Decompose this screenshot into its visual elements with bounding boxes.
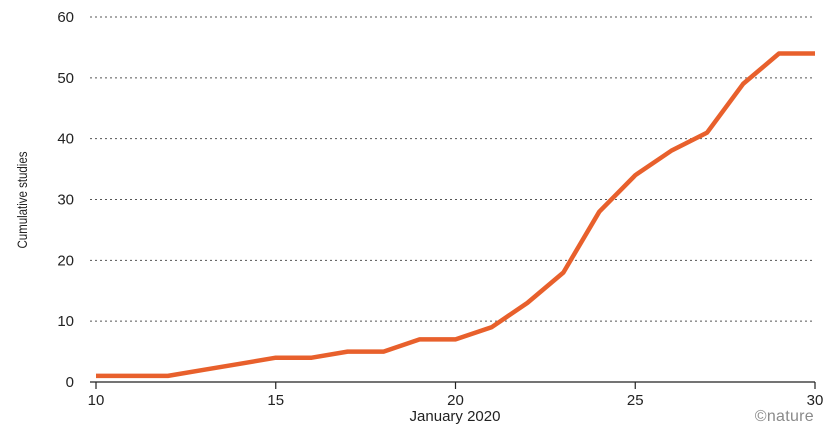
credit-logo: ©nature [755,408,814,425]
y-tick-labels: 0 10 20 30 40 50 60 [57,9,74,391]
y-tick-label: 60 [57,9,74,26]
series-layer [95,51,816,379]
y-tick-label: 0 [66,374,74,391]
x-tick-labels: 10 15 20 25 30 [88,392,824,409]
y-tick-label: 10 [57,313,74,330]
x-tick-label: 25 [627,392,644,409]
x-tick-label: 10 [88,392,105,409]
x-tick-label: 15 [267,392,284,409]
x-tick-label: 30 [807,392,824,409]
x-axis-title: January 2020 [410,408,501,425]
x-tick-label: 20 [447,392,464,409]
y-axis-title: Cumulative studies [14,152,30,249]
series-line [96,51,815,379]
y-tick-label: 40 [57,131,74,148]
y-tick-label: 20 [57,252,74,269]
y-tick-label: 50 [57,70,74,87]
x-axis [90,381,816,389]
gridlines [90,16,815,322]
y-tick-label: 30 [57,192,74,209]
